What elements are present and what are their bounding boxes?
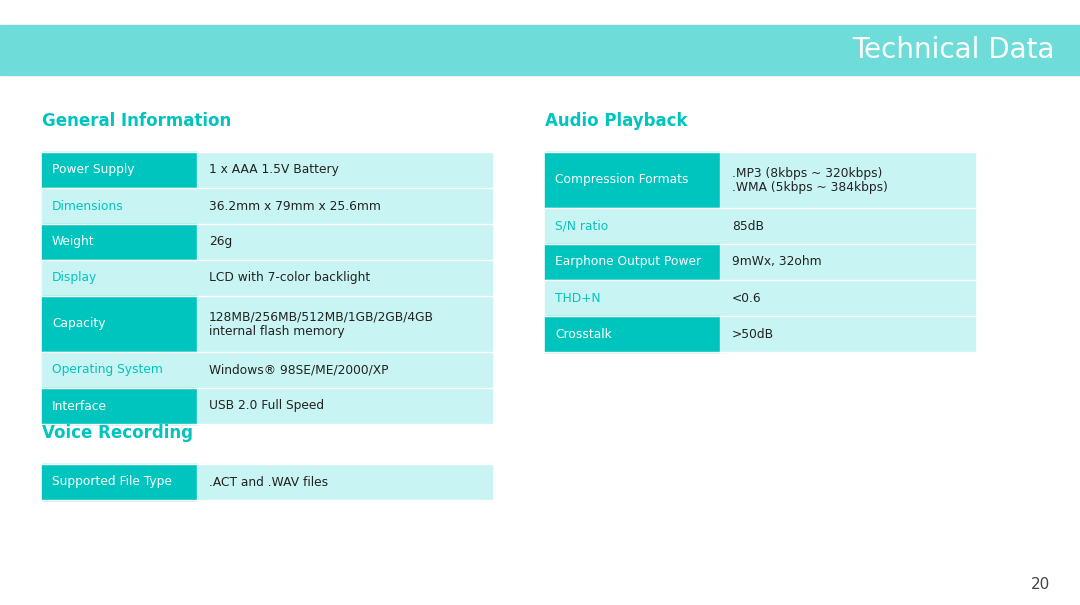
Text: .WMA (5kbps ~ 384kbps): .WMA (5kbps ~ 384kbps) bbox=[732, 180, 888, 194]
Text: Weight: Weight bbox=[52, 235, 95, 249]
Bar bbox=[42, 224, 197, 260]
Bar bbox=[197, 224, 492, 260]
Bar bbox=[545, 280, 720, 316]
Text: General Information: General Information bbox=[42, 112, 231, 130]
Text: S/N ratio: S/N ratio bbox=[555, 220, 608, 232]
Text: 20: 20 bbox=[1030, 577, 1050, 592]
Bar bbox=[42, 464, 197, 500]
Bar bbox=[545, 316, 720, 352]
Text: Crosstalk: Crosstalk bbox=[555, 327, 611, 341]
Bar bbox=[545, 152, 720, 208]
Text: Display: Display bbox=[52, 272, 97, 284]
Bar bbox=[0, 25, 1080, 75]
Text: LCD with 7-color backlight: LCD with 7-color backlight bbox=[210, 272, 370, 284]
Bar bbox=[42, 188, 197, 224]
Bar bbox=[197, 152, 492, 188]
Text: THD+N: THD+N bbox=[555, 292, 600, 304]
Bar bbox=[720, 280, 975, 316]
Text: Dimensions: Dimensions bbox=[52, 200, 124, 212]
Text: 1 x AAA 1.5V Battery: 1 x AAA 1.5V Battery bbox=[210, 163, 339, 177]
Text: USB 2.0 Full Speed: USB 2.0 Full Speed bbox=[210, 399, 324, 413]
Bar bbox=[545, 244, 720, 280]
Bar bbox=[197, 352, 492, 388]
Bar bbox=[42, 152, 197, 188]
Bar bbox=[720, 152, 975, 208]
Bar bbox=[197, 188, 492, 224]
Text: Audio Playback: Audio Playback bbox=[545, 112, 688, 130]
Text: Capacity: Capacity bbox=[52, 318, 106, 330]
Text: Interface: Interface bbox=[52, 399, 107, 413]
Bar bbox=[720, 208, 975, 244]
Text: Compression Formats: Compression Formats bbox=[555, 174, 689, 186]
Text: Supported File Type: Supported File Type bbox=[52, 476, 172, 488]
Bar bbox=[545, 208, 720, 244]
Text: >50dB: >50dB bbox=[732, 327, 774, 341]
Bar bbox=[42, 296, 197, 352]
Bar bbox=[197, 464, 492, 500]
Text: internal flash memory: internal flash memory bbox=[210, 324, 345, 338]
Text: 36.2mm x 79mm x 25.6mm: 36.2mm x 79mm x 25.6mm bbox=[210, 200, 381, 212]
Bar bbox=[42, 352, 197, 388]
Text: .ACT and .WAV files: .ACT and .WAV files bbox=[210, 476, 328, 488]
Text: 128MB/256MB/512MB/1GB/2GB/4GB: 128MB/256MB/512MB/1GB/2GB/4GB bbox=[210, 310, 434, 324]
Bar bbox=[42, 260, 197, 296]
Text: Voice Recording: Voice Recording bbox=[42, 424, 193, 442]
Bar bbox=[197, 388, 492, 424]
Text: Power Supply: Power Supply bbox=[52, 163, 135, 177]
Text: .MP3 (8kbps ~ 320kbps): .MP3 (8kbps ~ 320kbps) bbox=[732, 166, 882, 180]
Text: 26g: 26g bbox=[210, 235, 232, 249]
Bar bbox=[42, 388, 197, 424]
Bar bbox=[197, 260, 492, 296]
Bar bbox=[720, 316, 975, 352]
Text: 85dB: 85dB bbox=[732, 220, 764, 232]
Text: 9mWx, 32ohm: 9mWx, 32ohm bbox=[732, 255, 822, 269]
Text: Operating System: Operating System bbox=[52, 364, 163, 376]
Text: Windows® 98SE/ME/2000/XP: Windows® 98SE/ME/2000/XP bbox=[210, 364, 389, 376]
Text: Technical Data: Technical Data bbox=[852, 36, 1055, 64]
Bar bbox=[720, 244, 975, 280]
Bar bbox=[197, 296, 492, 352]
Text: <0.6: <0.6 bbox=[732, 292, 761, 304]
Text: Earphone Output Power: Earphone Output Power bbox=[555, 255, 701, 269]
